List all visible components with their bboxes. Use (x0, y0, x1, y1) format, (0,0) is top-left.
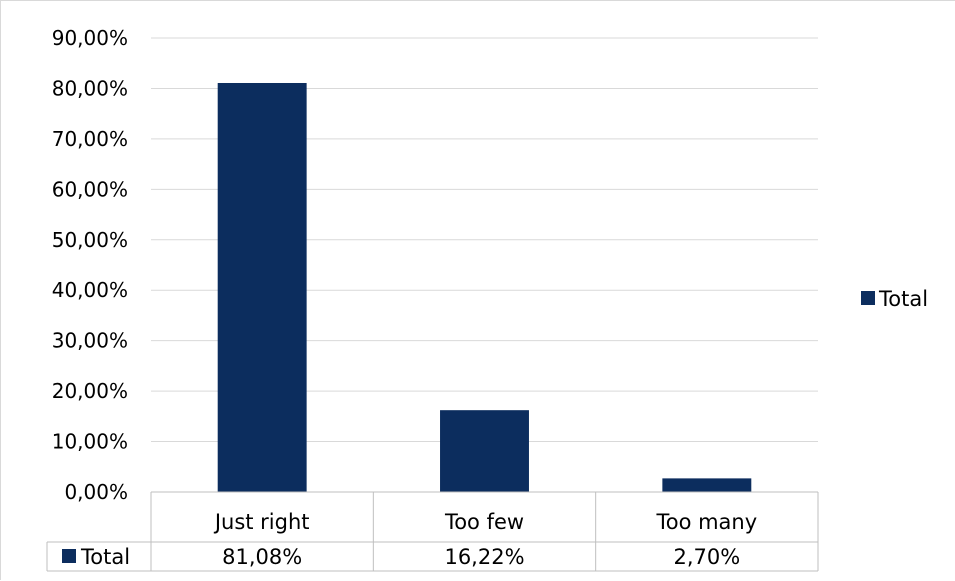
bar-just-right (217, 82, 307, 492)
y-tick-label: 80,00% (52, 76, 128, 100)
y-tick-label: 70,00% (52, 127, 128, 151)
bar-too-many (662, 478, 752, 492)
y-tick-label: 30,00% (52, 329, 128, 353)
table-value-cell: 2,70% (673, 545, 740, 569)
category-label: Just right (213, 510, 310, 534)
y-axis-tick-labels: 0,00% 10,00% 20,00% 30,00% 40,00% 50,00% 60,00… (52, 26, 128, 504)
y-tick-label: 40,00% (52, 278, 128, 302)
data-table: Just right Too few Too many Total 81,08% 16,2… (46, 491, 819, 572)
legend: Total (861, 287, 928, 311)
category-label: Too few (444, 510, 524, 534)
bars (217, 82, 752, 492)
category-label: Too many (655, 510, 757, 534)
y-tick-label: 10,00% (52, 430, 128, 454)
y-tick-label: 0,00% (64, 480, 128, 504)
legend-swatch (861, 291, 875, 305)
y-tick-label: 50,00% (52, 228, 128, 252)
table-row-header: Total (80, 545, 130, 569)
table-value-cell: 81,08% (222, 545, 302, 569)
bar-too-few (440, 410, 529, 492)
table-value-cell: 16,22% (444, 545, 524, 569)
y-tick-label: 20,00% (52, 379, 128, 403)
y-tick-label: 90,00% (52, 26, 128, 50)
y-tick-label: 60,00% (52, 177, 128, 201)
legend-label: Total (878, 287, 928, 311)
table-legend-swatch (62, 549, 76, 563)
